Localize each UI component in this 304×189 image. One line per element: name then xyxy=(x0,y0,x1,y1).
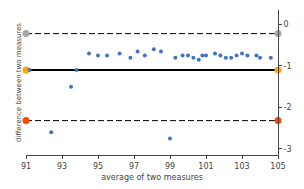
svg-text:0: 0 xyxy=(284,20,289,29)
svg-text:average of two measures: average of two measures xyxy=(101,173,203,182)
svg-text:95: 95 xyxy=(93,162,103,171)
svg-text:91: 91 xyxy=(21,162,31,171)
svg-text:-3: -3 xyxy=(284,145,292,154)
svg-text:93: 93 xyxy=(57,162,67,171)
svg-text:105: 105 xyxy=(270,162,285,171)
svg-text:101: 101 xyxy=(198,162,213,171)
svg-text:-1: -1 xyxy=(284,62,292,71)
svg-text:difference between two measure: difference between two measures xyxy=(15,23,23,142)
svg-text:103: 103 xyxy=(234,162,249,171)
svg-text:99: 99 xyxy=(165,162,175,171)
svg-text:97: 97 xyxy=(129,162,139,171)
svg-text:-2: -2 xyxy=(284,103,292,112)
